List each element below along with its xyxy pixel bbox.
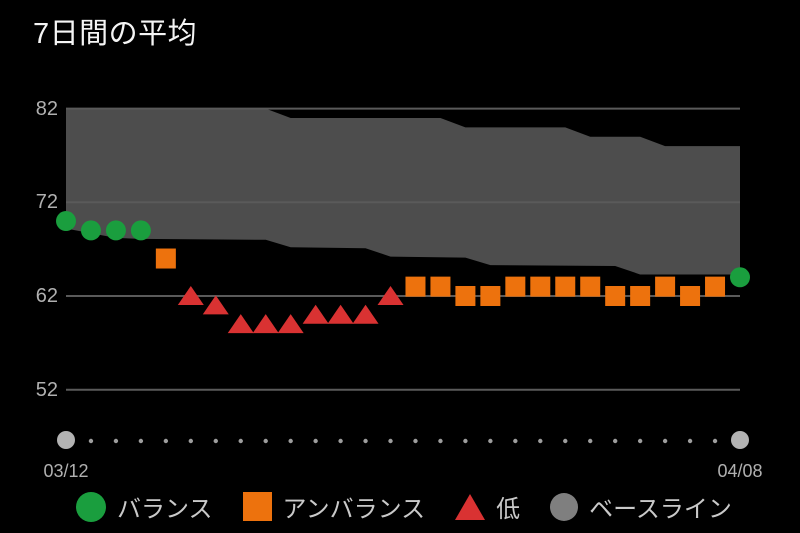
- timeline-dot: [388, 438, 393, 444]
- marker-day-6-low: [202, 295, 229, 315]
- marker-day-18-unbalanced: [505, 276, 526, 297]
- low-triangle-icon: [455, 493, 486, 520]
- marker-day-17-unbalanced: [480, 286, 501, 306]
- legend-item-baseline: ベースライン: [550, 489, 732, 524]
- y-tick-label-82: 82: [35, 97, 58, 120]
- marker-day-21-unbalanced: [580, 276, 601, 297]
- marker-day-5-low: [177, 286, 204, 305]
- legend-item-balanced: バランス: [76, 489, 213, 524]
- timeline-dot: [413, 438, 418, 444]
- marker-day-4-unbalanced: [155, 248, 176, 269]
- timeline-dot: [188, 438, 194, 444]
- y-tick-label-52: 52: [35, 378, 58, 401]
- timeline-dot: [463, 438, 468, 444]
- marker-day-23-unbalanced: [630, 286, 651, 306]
- marker-day-19-unbalanced: [530, 276, 551, 297]
- timeline-dot: [313, 438, 318, 444]
- baseline-band: [66, 108, 740, 275]
- timeline-dot: [488, 438, 493, 444]
- legend-label-baseline: ベースライン: [589, 496, 732, 523]
- marker-day-26-unbalanced: [705, 276, 726, 297]
- marker-day-14-unbalanced: [405, 276, 426, 297]
- timeline-dot: [637, 438, 643, 444]
- chart-legend: バランス アンバランス 低 ベースライン: [76, 489, 732, 524]
- marker-day-16-unbalanced: [455, 286, 476, 306]
- unbalanced-square-icon: [242, 492, 272, 521]
- marker-day-20-unbalanced: [555, 276, 576, 297]
- marker-day-2-balanced: [105, 220, 126, 241]
- x-axis-end-label: 04/08: [717, 461, 763, 481]
- timeline-dot: [563, 438, 568, 444]
- legend-label-balanced: バランス: [117, 496, 213, 523]
- legend-label-unbalanced: アンバランス: [282, 496, 426, 523]
- legend-label-low: 低: [496, 496, 521, 523]
- marker-day-10-low: [302, 304, 329, 324]
- y-tick-label-62: 62: [35, 285, 58, 307]
- marker-day-13-low: [377, 286, 404, 305]
- timeline-dot: [588, 438, 593, 444]
- timeline-dot: [513, 438, 518, 444]
- timeline-dot: [687, 438, 693, 444]
- timeline-end-dot: [731, 431, 749, 449]
- timeline-dot: [662, 438, 668, 444]
- timeline-dot: [338, 438, 343, 444]
- marker-day-7-low: [227, 314, 254, 334]
- x-axis-start-label: 03/12: [43, 461, 89, 481]
- timeline-dot: [712, 438, 718, 444]
- legend-item-low: 低: [455, 489, 520, 524]
- marker-day-22-unbalanced: [605, 286, 626, 306]
- timeline-dot: [288, 438, 293, 444]
- marker-day-24-unbalanced: [655, 276, 676, 297]
- marker-day-15-unbalanced: [430, 276, 451, 297]
- marker-day-1-balanced: [80, 220, 101, 241]
- marker-day-0-balanced: [56, 211, 76, 232]
- timeline-dot: [612, 438, 618, 444]
- timeline-dot: [138, 438, 144, 444]
- marker-day-12-low: [352, 304, 379, 324]
- y-tick-label-72: 72: [35, 191, 58, 214]
- baseline-circle-icon: [550, 492, 579, 521]
- legend-item-unbalanced: アンバランス: [242, 489, 426, 524]
- timeline-dot: [238, 438, 243, 444]
- marker-day-27-balanced: [730, 267, 750, 288]
- timeline-dot: [163, 438, 169, 444]
- balanced-circle-icon: [76, 491, 106, 522]
- page-title: 7日間の平均: [33, 18, 198, 50]
- timeline-dot: [88, 438, 94, 444]
- marker-day-9-low: [277, 314, 304, 334]
- timeline-start-dot: [57, 431, 75, 449]
- marker-day-3-balanced: [130, 220, 151, 241]
- timeline-dot: [538, 438, 543, 444]
- marker-day-25-unbalanced: [680, 286, 701, 306]
- timeline-dot: [363, 438, 368, 444]
- timeline-dot: [213, 438, 218, 444]
- marker-day-11-low: [327, 304, 354, 324]
- timeline-dot: [113, 438, 119, 444]
- timeline-dot: [438, 438, 443, 444]
- timeline-dot: [263, 438, 268, 444]
- marker-day-8-low: [252, 314, 279, 334]
